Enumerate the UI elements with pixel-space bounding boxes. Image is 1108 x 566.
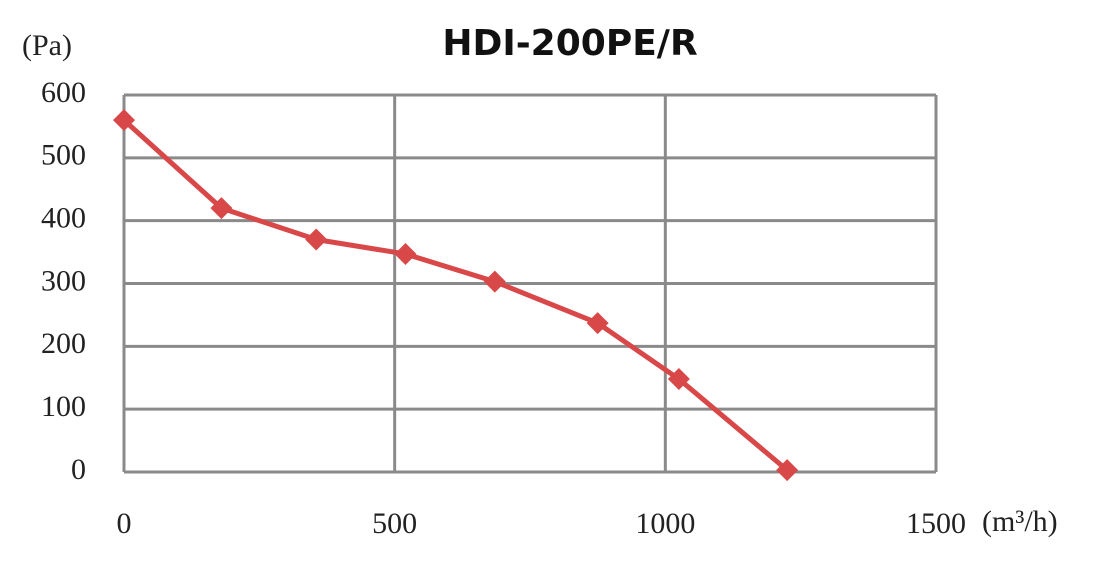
data-point [394, 242, 417, 265]
y-tick-label: 0 [71, 453, 86, 486]
y-tick-label: 500 [41, 139, 86, 172]
data-point [776, 459, 799, 482]
y-tick-label: 600 [41, 76, 86, 109]
x-tick-label: 1500 [906, 507, 966, 540]
data-point [113, 109, 135, 132]
data-point [210, 197, 233, 220]
y-tick-label: 100 [41, 390, 86, 423]
data-line [122, 118, 789, 473]
y-axis-label: (Pa) [22, 29, 72, 62]
y-tick-label: 200 [41, 327, 86, 360]
x-tick-label: 1000 [635, 507, 695, 540]
data-point [305, 228, 328, 251]
data-point [586, 312, 609, 335]
y-tick-label: 400 [41, 202, 86, 235]
x-tick-label: 500 [372, 507, 417, 540]
data-point [667, 368, 690, 391]
y-tick-label: 300 [41, 264, 86, 297]
chart-title: HDI-200PE/R [442, 23, 697, 64]
x-axis-label: (m³/h) [982, 505, 1058, 538]
x-tick-label: 0 [117, 507, 132, 540]
data-point [483, 270, 506, 293]
